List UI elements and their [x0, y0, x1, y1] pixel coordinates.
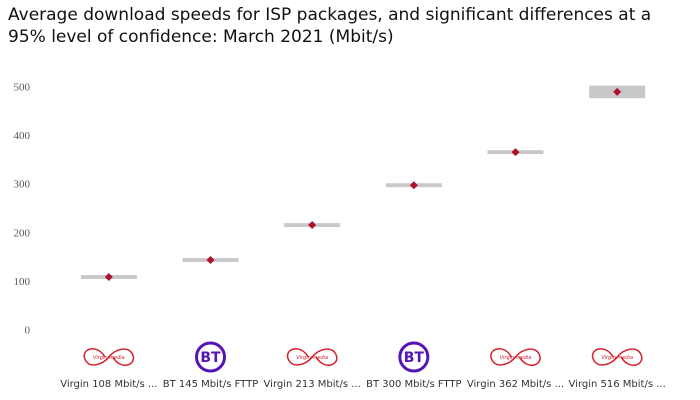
point [511, 148, 520, 157]
x-tick-label: BT 300 Mbit/s FTTP [366, 379, 462, 390]
x-tick-label: BT 145 Mbit/s FTTP [163, 379, 259, 390]
point [409, 181, 418, 190]
virgin-logo [490, 348, 541, 366]
x-tick-label: Virgin 362 Mbit/s ... [467, 379, 564, 390]
logo-text: Virgin media [601, 355, 633, 361]
point [104, 273, 113, 282]
logo-text: Virgin media [93, 355, 125, 361]
bt-logo [398, 341, 430, 373]
bt-logo [195, 341, 226, 373]
logo-text: BT [404, 350, 425, 366]
point [308, 221, 317, 230]
y-tick-label: 400 [14, 130, 31, 142]
logo-text: Virgin media [500, 355, 532, 361]
x-tick-label: Virgin 213 Mbit/s ... [264, 379, 361, 390]
virgin-logo [591, 348, 643, 366]
y-tick-label: 200 [14, 227, 31, 239]
x-tick-label: Virgin 516 Mbit/s ... [569, 379, 666, 390]
point [613, 87, 622, 96]
y-tick-label: 300 [14, 179, 31, 191]
y-tick-label: 500 [14, 82, 31, 94]
logo-text: BT [200, 350, 221, 366]
chart-title: Average download speeds for ISP packages… [8, 5, 652, 47]
y-tick-label: 100 [14, 276, 31, 288]
virgin-logo [286, 348, 338, 366]
x-tick-label: Virgin 108 Mbit/s ... [60, 379, 157, 390]
virgin-logo [83, 348, 135, 366]
point [206, 256, 215, 265]
logo-text: Virgin media [296, 355, 328, 361]
y-tick-label: 0 [25, 325, 31, 337]
